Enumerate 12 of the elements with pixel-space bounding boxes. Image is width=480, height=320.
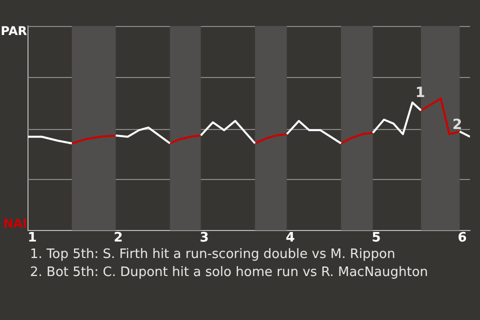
- text: 1. Top 5th: S. Firth hit a run-scoring double vs M. Rippon: [30, 246, 396, 264]
- x-tick-label: 1: [28, 230, 37, 246]
- annotation: 2: [452, 116, 462, 133]
- x-tick-label: 6: [458, 230, 467, 246]
- text: PAR: [0, 24, 27, 38]
- text: 2. Bot 5th: C. Dupont hit a solo home run vs R. MacNaughton: [30, 264, 430, 282]
- text: NAI: [3, 216, 27, 231]
- x-tick-label: 2: [114, 230, 123, 246]
- x-tick-label: 5: [372, 230, 381, 246]
- x-tick-label: 4: [286, 230, 295, 246]
- x-tick-label: 3: [200, 230, 209, 246]
- annotation: 1: [415, 85, 426, 102]
